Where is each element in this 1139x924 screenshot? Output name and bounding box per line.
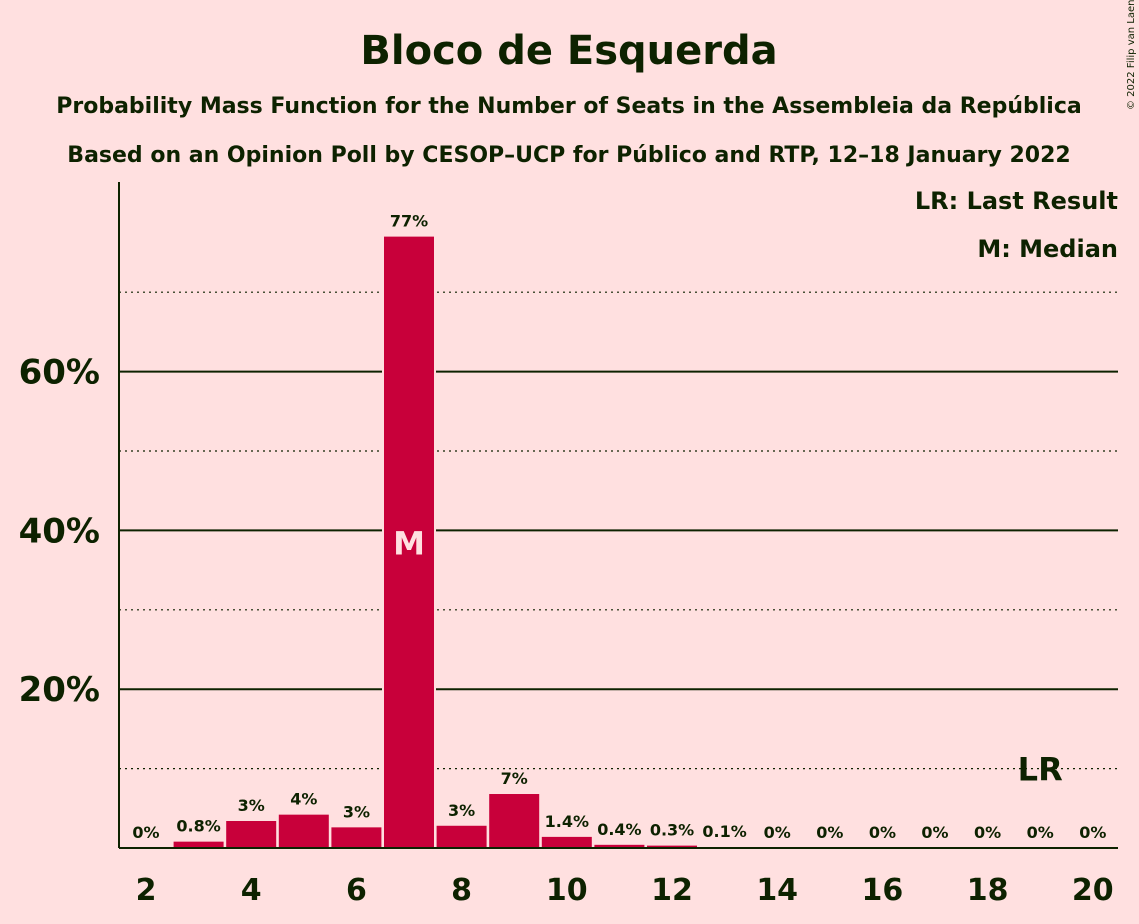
legend-last-result: LR: Last Result — [915, 187, 1118, 215]
data-labels: 0% 0.8% 3% 4% 3% 77% M 3% 7% 1.4% 0.4% 0.3% 0.1% 0% 0%… — [132, 212, 1106, 842]
gridlines — [119, 291, 1118, 770]
x-tick-label: 8 — [451, 873, 472, 908]
data-label: 0.3% — [650, 821, 694, 840]
x-tick-label: 4 — [241, 873, 262, 908]
data-label: 0% — [921, 823, 948, 842]
x-tick-label: 16 — [862, 873, 904, 908]
x-tick-label: 14 — [756, 873, 798, 908]
data-label: 0.1% — [702, 822, 746, 841]
y-tick-label: 60% — [19, 353, 100, 393]
x-tick-label: 20 — [1072, 873, 1114, 908]
bar — [594, 844, 645, 848]
bar — [384, 236, 434, 848]
median-marker: M — [393, 524, 425, 562]
data-label: 77% — [390, 212, 428, 231]
data-label: 1.4% — [545, 812, 589, 831]
data-label: 0% — [974, 823, 1001, 842]
x-tick-label: 2 — [136, 873, 157, 908]
y-tick-label: 40% — [19, 511, 100, 551]
data-label: 4% — [290, 790, 317, 809]
bar — [489, 794, 540, 848]
y-axis-ticks: 20% 40% 60% — [19, 353, 100, 711]
bar — [331, 827, 382, 848]
x-tick-label: 12 — [651, 873, 693, 908]
data-label: 0% — [1079, 823, 1106, 842]
bar — [173, 841, 224, 848]
data-label: 0% — [1027, 823, 1054, 842]
data-label: 0% — [869, 823, 896, 842]
bar — [647, 845, 697, 848]
chart-title: Bloco de Esquerda — [360, 28, 777, 74]
bar — [226, 821, 277, 848]
data-label: 0.8% — [176, 817, 220, 836]
x-tick-label: 10 — [546, 873, 588, 908]
data-label: 0% — [132, 823, 159, 842]
bar — [541, 836, 592, 848]
data-label: 3% — [238, 796, 265, 815]
data-label: 3% — [343, 802, 370, 821]
data-label: 3% — [448, 801, 475, 820]
x-tick-label: 18 — [967, 873, 1009, 908]
bars — [173, 234, 750, 848]
data-label: 0% — [764, 823, 791, 842]
x-axis-ticks: 2 4 6 8 10 12 14 16 18 20 — [136, 873, 1114, 908]
legend-median: M: Median — [977, 235, 1118, 263]
data-label: 7% — [501, 769, 528, 788]
bar — [278, 814, 329, 848]
y-tick-label: 20% — [19, 670, 100, 710]
data-label: 0.4% — [597, 820, 641, 839]
bar — [436, 825, 487, 848]
data-label: 0% — [816, 823, 843, 842]
copyright-notice: © 2022 Filip van Laenen — [1126, 0, 1137, 110]
last-result-marker: LR — [1018, 751, 1063, 789]
x-tick-label: 6 — [346, 873, 367, 908]
chart-subtitle-1: Probability Mass Function for the Number… — [56, 94, 1081, 119]
chart-subtitle-2: Based on an Opinion Poll by CESOP–UCP fo… — [67, 143, 1070, 168]
